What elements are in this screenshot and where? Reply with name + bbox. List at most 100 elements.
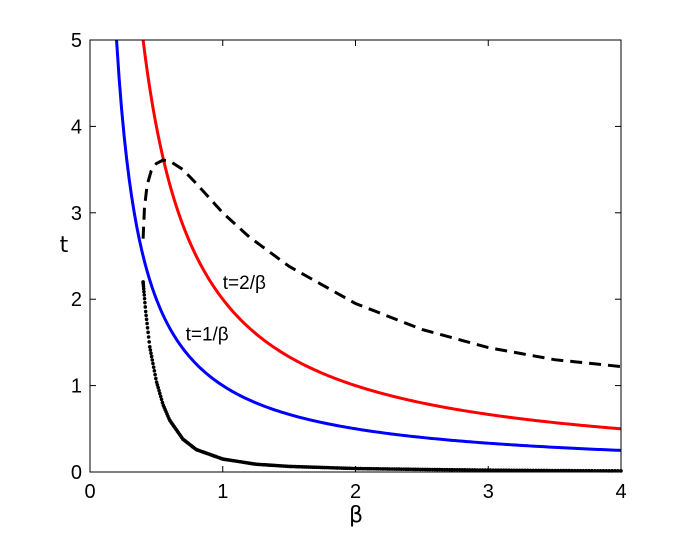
series-3-point	[151, 365, 156, 369]
series-3-point	[146, 335, 151, 339]
x-tick-label: 2	[350, 481, 361, 503]
series-3-point	[154, 380, 159, 384]
series-3-point	[462, 468, 467, 472]
series-3-point	[154, 376, 158, 381]
series-2-line	[141, 158, 622, 369]
series-3-point	[520, 468, 525, 473]
series-3-point	[146, 330, 150, 335]
series-3-point	[141, 286, 146, 291]
series-3-point	[534, 468, 538, 473]
y-tick-label: 2	[71, 289, 82, 311]
series-3-point	[547, 468, 552, 473]
series-3-point	[493, 468, 498, 472]
series-3-point	[145, 321, 149, 326]
series-3-point	[517, 468, 522, 473]
series-3-point	[151, 361, 155, 366]
y-tick-label: 5	[71, 30, 82, 52]
series-3-point	[158, 394, 163, 399]
series-3-point	[150, 358, 155, 362]
series-3-point	[496, 468, 501, 472]
series-3-point	[145, 326, 150, 330]
series-3-point	[142, 289, 146, 294]
series-3-point	[515, 468, 519, 473]
series-3-point	[545, 468, 549, 473]
x-tick-label: 1	[217, 481, 228, 503]
series-3-point	[157, 388, 161, 393]
y-tick-label: 0	[71, 462, 82, 484]
series-3-point	[450, 467, 454, 472]
series-3-point	[491, 468, 495, 472]
series-0-line	[115, 39, 622, 452]
series-3-point	[445, 467, 449, 472]
y-tick-label: 4	[71, 116, 82, 138]
series-3-point	[465, 468, 470, 472]
series-3-point	[158, 391, 162, 396]
series-3-point	[501, 468, 506, 473]
series-3-point	[457, 468, 462, 472]
series-3-point	[159, 397, 164, 402]
series-3-point	[523, 468, 527, 473]
curve-annotation-1: t=1/β	[186, 325, 229, 346]
series-3-point	[447, 467, 452, 472]
series-3-point	[143, 309, 148, 314]
series-3-point	[148, 348, 153, 352]
series-3-point	[553, 468, 557, 473]
series-3-point	[509, 468, 514, 473]
series-layer	[115, 39, 623, 473]
series-3-point	[143, 300, 147, 305]
series-3-point	[556, 468, 560, 473]
series-3-point	[147, 340, 151, 344]
series-3-point	[488, 468, 493, 472]
series-3-point	[525, 468, 530, 473]
plot-area	[90, 40, 621, 472]
series-3-point	[460, 468, 465, 472]
y-tick-label: 1	[71, 376, 82, 398]
series-3-point	[564, 468, 569, 473]
y-axis-label: t	[60, 233, 69, 258]
series-3-point	[475, 468, 480, 472]
series-3-point	[539, 468, 544, 473]
series-3-point	[507, 468, 511, 473]
series-3-point	[152, 369, 157, 373]
series-3-point	[153, 372, 157, 377]
series-3-point	[478, 468, 482, 472]
series-3-point	[144, 317, 149, 322]
series-3-point	[160, 400, 165, 405]
x-axis-label: β	[349, 503, 363, 528]
series-3-point	[470, 468, 475, 472]
curve-annotation-0: t=2/β	[223, 273, 266, 294]
series-3-dots	[141, 280, 623, 473]
x-tick-label: 3	[483, 481, 494, 503]
series-3-point	[536, 468, 541, 473]
x-tick-label: 0	[84, 481, 95, 503]
series-3-point	[142, 296, 147, 301]
series-3-point	[504, 468, 509, 473]
series-3-point	[512, 468, 517, 473]
series-3-point	[473, 468, 477, 472]
series-3-point	[480, 468, 485, 472]
series-3-point	[144, 313, 148, 318]
series-3-point	[531, 468, 535, 473]
series-1-line	[141, 39, 622, 431]
series-3-point	[550, 468, 555, 473]
x-tick-label: 4	[615, 481, 626, 503]
series-3-point	[455, 467, 459, 472]
series-3-point	[149, 354, 154, 359]
series-3-point	[143, 305, 148, 309]
series-3-point	[156, 385, 160, 390]
series-3-point	[542, 468, 546, 473]
annotation-layer: t=2/β t=1/β	[186, 273, 266, 346]
series-3-point	[155, 383, 160, 387]
series-3-point	[142, 293, 147, 297]
series-3-point	[483, 468, 488, 472]
series-3-point	[558, 468, 563, 473]
tick-layer: 0 1 2 3 4 0 1 2 3 4 5	[71, 30, 627, 503]
series-3-point	[499, 468, 503, 472]
series-3-point	[147, 345, 152, 349]
series-3-point	[561, 468, 566, 473]
series-3-point	[528, 468, 533, 473]
series-3-point	[149, 351, 153, 356]
series-3-point	[452, 467, 457, 472]
series-3-point	[468, 468, 472, 472]
